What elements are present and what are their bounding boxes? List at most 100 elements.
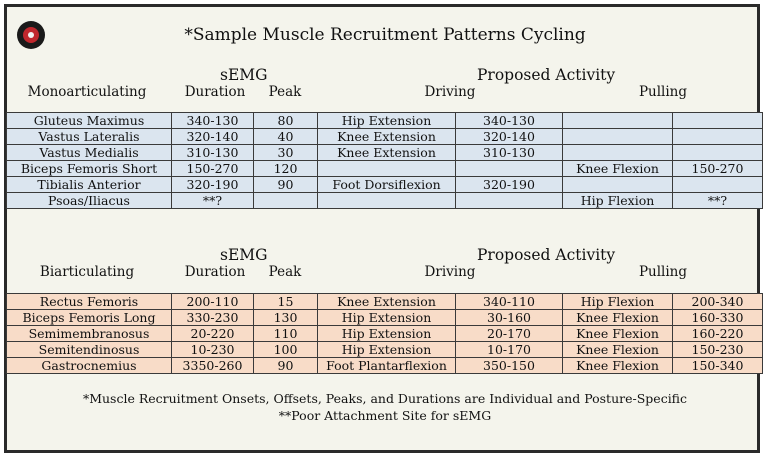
- table-cell: **?: [171, 192, 254, 209]
- table-cell: Gastrocnemius: [6, 357, 172, 374]
- driving-header: Driving: [424, 84, 476, 100]
- table-cell: Semitendinosus: [6, 341, 172, 358]
- table-cell: [562, 176, 673, 193]
- table-cell: [317, 192, 456, 209]
- table-cell: Knee Extension: [317, 128, 456, 145]
- table-cell: [317, 160, 456, 177]
- table-cell: Knee Flexion: [562, 325, 673, 342]
- table-row: Rectus Femoris 200-110 15 Knee Extension 340…: [6, 293, 763, 310]
- table-row: Gluteus Maximus 340-130 80 Hip Extension 340…: [6, 112, 763, 129]
- table-cell: 80: [253, 112, 318, 129]
- table-cell: 350-150: [455, 357, 563, 374]
- table-cell: 330-230: [171, 309, 254, 326]
- table-row: Biceps Femoris Short 150-270 120 Knee Flexi…: [6, 160, 763, 177]
- table-cell: [253, 192, 318, 209]
- table-cell: Gluteus Maximus: [6, 112, 172, 129]
- table-cell: Semimembranosus: [6, 325, 172, 342]
- table-cell: 100: [253, 341, 318, 358]
- table-cell: 150-230: [672, 341, 763, 358]
- table-cell: 160-220: [672, 325, 763, 342]
- table-cell: [455, 192, 563, 209]
- table-row: Semitendinosus 10-230 100 Hip Extension 10-1…: [6, 341, 763, 358]
- table-cell: 200-110: [171, 293, 254, 310]
- table-cell: Knee Extension: [317, 144, 456, 161]
- table-cell: 320-140: [455, 128, 563, 145]
- table-cell: 200-340: [672, 293, 763, 310]
- table-cell: 340-130: [455, 112, 563, 129]
- table-cell: Hip Flexion: [562, 293, 673, 310]
- table-cell: **?: [672, 192, 763, 209]
- table-cell: [672, 112, 763, 129]
- proposed-activity-header-2: Proposed Activity: [477, 246, 616, 264]
- table-cell: 160-330: [672, 309, 763, 326]
- table-cell: Biceps Femoris Long: [6, 309, 172, 326]
- table-cell: [672, 144, 763, 161]
- table-cell: 150-270: [672, 160, 763, 177]
- table-row: Semimembranosus 20-220 110 Hip Extension 20-…: [6, 325, 763, 342]
- table-cell: 40: [253, 128, 318, 145]
- table-cell: 15: [253, 293, 318, 310]
- table-cell: Knee Flexion: [562, 357, 673, 374]
- table-cell: 150-270: [171, 160, 254, 177]
- table-row: Gastrocnemius 3350-260 90 Foot Plantarflexi…: [6, 357, 763, 374]
- table-cell: Tibialis Anterior: [6, 176, 172, 193]
- mono-table: Gluteus Maximus 340-130 80 Hip Extension 340…: [6, 112, 763, 209]
- table-cell: Foot Dorsiflexion: [317, 176, 456, 193]
- table-row: Psoas/Iliacus **? Hip Flexion **?: [6, 192, 763, 209]
- table-cell: 310-130: [171, 144, 254, 161]
- table-row: Vastus Medialis 310-130 30 Knee Extension 31…: [6, 144, 763, 161]
- table-cell: Foot Plantarflexion: [317, 357, 456, 374]
- table-cell: Knee Extension: [317, 293, 456, 310]
- table-cell: 30-160: [455, 309, 563, 326]
- table-cell: 30: [253, 144, 318, 161]
- table-cell: 320-140: [171, 128, 254, 145]
- table-cell: 90: [253, 176, 318, 193]
- table-cell: 340-130: [171, 112, 254, 129]
- table-cell: 310-130: [455, 144, 563, 161]
- table-cell: Rectus Femoris: [6, 293, 172, 310]
- footnote-2: **Poor Attachment Site for sEMG: [278, 408, 492, 423]
- table-row: Tibialis Anterior 320-190 90 Foot Dorsiflex…: [6, 176, 763, 193]
- pulling-header-2: Pulling: [638, 264, 688, 280]
- table-cell: 320-190: [171, 176, 254, 193]
- table-cell: Knee Flexion: [562, 341, 673, 358]
- table-cell: Hip Extension: [317, 325, 456, 342]
- footnote-1: *Muscle Recruitment Onsets, Offsets, Pea…: [82, 391, 688, 406]
- table-cell: Hip Extension: [317, 309, 456, 326]
- table-cell: 90: [253, 357, 318, 374]
- mono-label: Monoarticulating: [27, 84, 147, 100]
- table-cell: [562, 112, 673, 129]
- table-cell: Hip Extension: [317, 341, 456, 358]
- duration-header: Duration: [184, 84, 246, 100]
- table-cell: 340-110: [455, 293, 563, 310]
- table-cell: [672, 128, 763, 145]
- table-cell: [672, 176, 763, 193]
- semg-header: sEMG: [220, 66, 268, 84]
- table-row: Biceps Femoris Long 330-230 130 Hip Extensi…: [6, 309, 763, 326]
- table-cell: 3350-260: [171, 357, 254, 374]
- table-cell: 150-340: [672, 357, 763, 374]
- driving-header-2: Driving: [424, 264, 476, 280]
- pulling-header: Pulling: [638, 84, 688, 100]
- table-cell: 10-230: [171, 341, 254, 358]
- table-cell: 20-170: [455, 325, 563, 342]
- table-cell: [455, 160, 563, 177]
- table-cell: [562, 128, 673, 145]
- table-cell: 110: [253, 325, 318, 342]
- table-cell: 320-190: [455, 176, 563, 193]
- table-cell: Biceps Femoris Short: [6, 160, 172, 177]
- bi-table: Rectus Femoris 200-110 15 Knee Extension 340…: [6, 293, 763, 374]
- page-title: *Sample Muscle Recruitment Patterns Cycl…: [184, 25, 586, 45]
- peak-header-2: Peak: [268, 264, 302, 280]
- table-cell: Knee Flexion: [562, 160, 673, 177]
- table-cell: Knee Flexion: [562, 309, 673, 326]
- logo-icon: [17, 21, 45, 49]
- table-cell: 130: [253, 309, 318, 326]
- table-cell: 120: [253, 160, 318, 177]
- table-row: Vastus Lateralis 320-140 40 Knee Extension 3…: [6, 128, 763, 145]
- table-cell: Vastus Lateralis: [6, 128, 172, 145]
- bi-label: Biarticulating: [39, 264, 135, 280]
- document-frame: *Sample Muscle Recruitment Patterns Cycl…: [4, 4, 763, 453]
- semg-header-2: sEMG: [220, 246, 268, 264]
- table-cell: Hip Flexion: [562, 192, 673, 209]
